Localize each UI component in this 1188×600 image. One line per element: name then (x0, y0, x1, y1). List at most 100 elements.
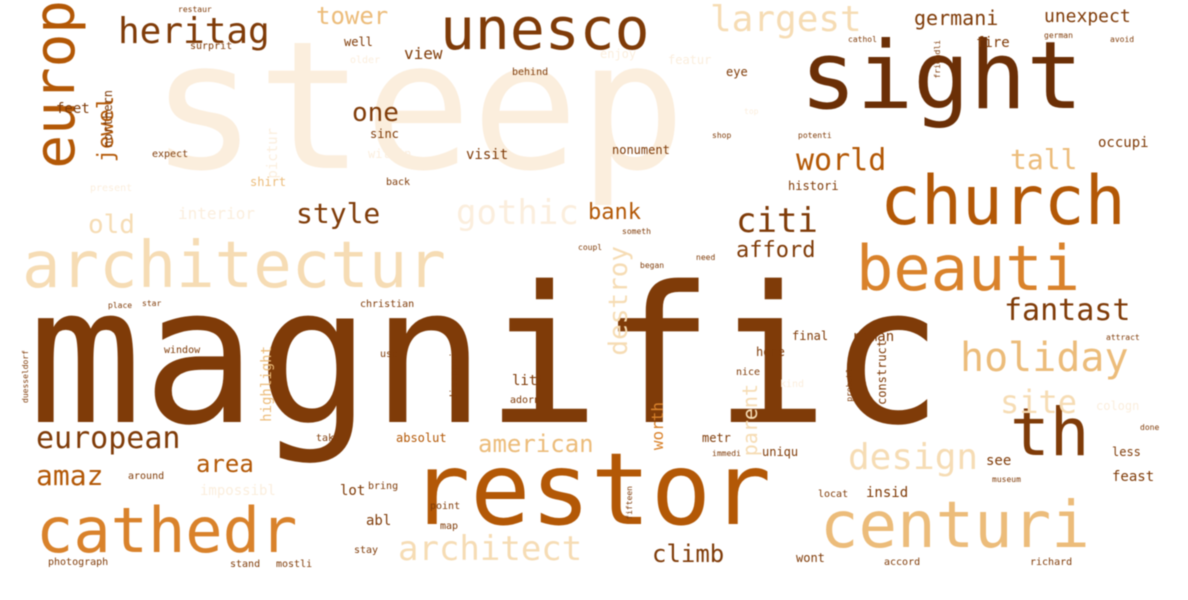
word-american: american (478, 430, 594, 458)
word-use: use (380, 349, 399, 360)
word-one: one (352, 98, 399, 128)
word-cathedr: cathedr (36, 494, 298, 567)
word-immedi: immedi (712, 449, 741, 458)
word-architectur: architectur (22, 229, 446, 303)
word-highlight: highlight (259, 346, 275, 422)
word-expect: expect (152, 149, 189, 160)
word-bank: bank (588, 200, 641, 225)
word-old: old (88, 210, 135, 240)
word-need: need (696, 253, 716, 262)
word-attract: attract (1106, 333, 1140, 342)
word-unexpect: unexpect (1044, 6, 1131, 27)
word-cologn: cologn (1096, 399, 1140, 413)
word-pictur: pictur (265, 128, 281, 179)
word-littl: littl (512, 373, 555, 389)
word-star: star (142, 299, 162, 308)
word-adorn: adorn (510, 395, 541, 406)
word-avoid: avoid (1110, 35, 1135, 44)
word-richard: richard (1030, 557, 1073, 568)
word-place: place (108, 301, 133, 310)
word-roman: roman (852, 329, 895, 345)
word-area: area (196, 450, 254, 478)
word-nice: nice (736, 367, 761, 378)
word-probabl: probabl (845, 368, 854, 402)
word-climb: climb (652, 540, 725, 568)
word-back: back (386, 177, 411, 188)
word-disappoint: disappoint (449, 340, 460, 401)
word-visit: visit (466, 147, 509, 163)
word-bring: bring (368, 481, 399, 492)
word-accord: accord (884, 557, 921, 568)
word-featur: featur (668, 53, 712, 67)
word-site: site (1000, 383, 1078, 421)
word-gothic: gothic (456, 193, 579, 233)
word-tall: tall (1010, 143, 1078, 176)
word-restaur: restaur (178, 5, 212, 14)
word-museum: museum (992, 475, 1021, 484)
word-tower: tower (316, 2, 389, 30)
word-see: see (986, 453, 1012, 469)
word-sinc: sinc (370, 127, 399, 141)
word-architect: architect (398, 529, 583, 569)
word-stay: stay (354, 545, 379, 556)
word-beauti: beauti (856, 232, 1080, 305)
word-world: world (796, 143, 887, 178)
word-insid: insid (866, 485, 909, 501)
word-parent: parent (738, 384, 762, 457)
word-locat: locat (818, 489, 849, 500)
word-heritag: heritag (118, 11, 270, 52)
word-well: well (344, 35, 373, 49)
word-worth: worth (648, 402, 667, 451)
word-fantast: fantast (1004, 293, 1131, 328)
word-coupl: coupl (578, 243, 603, 252)
word-behind: behind (512, 67, 549, 78)
word-uniqu: uniqu (762, 445, 799, 459)
word-restor: restor (410, 431, 772, 548)
word-europ: europ (23, 0, 88, 169)
word-hone: hone (756, 345, 785, 359)
word-stand: stand (230, 559, 261, 570)
word-european: european (36, 421, 181, 456)
word-interior: interior (178, 204, 256, 223)
word-view: view (404, 44, 443, 63)
word-feet: feet (56, 101, 90, 117)
word-germani: germani (914, 6, 999, 30)
word-mostli: mostli (276, 559, 313, 570)
word-sight: sight (800, 22, 1083, 131)
word-point: point (430, 501, 461, 512)
word-style: style (296, 197, 381, 230)
word-friendli: friendli (933, 40, 942, 79)
word-abl: abl (366, 513, 392, 529)
word-shirt: shirt (250, 175, 287, 189)
word-design: design (848, 437, 979, 478)
word-eye: eye (726, 65, 748, 79)
word-fire: fire (976, 35, 1010, 51)
word-done: done (1140, 423, 1160, 432)
word-map: map (440, 521, 459, 532)
word-histori: histori (788, 179, 839, 193)
word-absolut: absolut (396, 431, 447, 445)
word-feast: feast (1112, 469, 1155, 485)
word-shop: shop (712, 131, 732, 140)
word-citi: citi (736, 201, 818, 241)
word-fifteen: fifteen (625, 486, 634, 520)
word-top: top (744, 107, 759, 116)
word-northern: northern (101, 90, 115, 148)
word-nonument: nonument (612, 143, 670, 157)
word-cathol: cathol (848, 35, 877, 44)
word-began: began (640, 261, 665, 270)
word-potenti: potenti (798, 131, 832, 140)
word-destroy: destroy (604, 246, 634, 356)
word-photograph: photograph (48, 557, 109, 568)
word-th: th (1010, 394, 1090, 471)
word-surprit: surprit (190, 41, 233, 52)
word-kind: kind (780, 379, 805, 390)
word-steep: steep (150, 3, 686, 210)
word-largest: largest (710, 0, 862, 40)
word-afford: afford (736, 238, 816, 263)
word-unesco: unesco (440, 0, 650, 63)
word-enjoy: enjoy (600, 47, 637, 61)
word-wont: wont (796, 551, 825, 565)
word-lot: lot (340, 483, 366, 499)
